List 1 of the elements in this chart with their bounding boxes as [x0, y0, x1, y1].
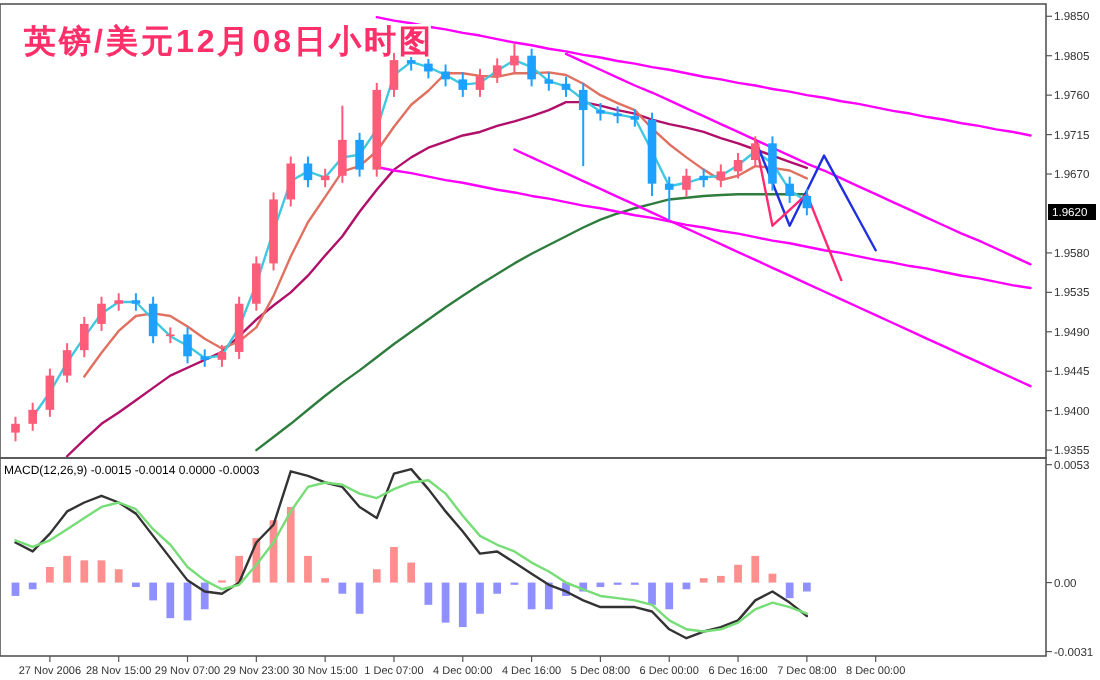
text: 英镑/美元12月08日小时图 [22, 22, 435, 60]
